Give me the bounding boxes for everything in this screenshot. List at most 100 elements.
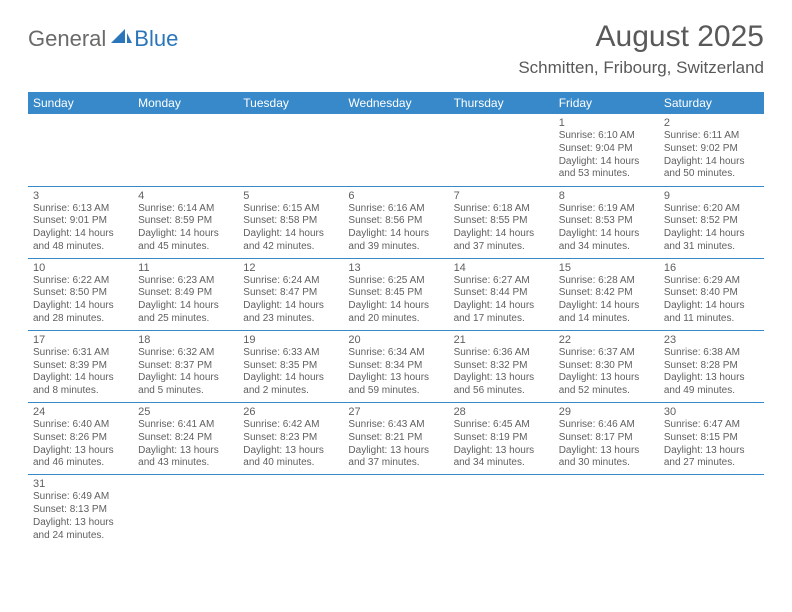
calendar-day-cell: 8Sunrise: 6:19 AMSunset: 8:53 PMDaylight… — [554, 186, 659, 258]
day-info: Sunrise: 6:37 AMSunset: 8:30 PMDaylight:… — [559, 347, 654, 398]
weekday-header: Saturday — [659, 92, 764, 114]
calendar-day-cell: 21Sunrise: 6:36 AMSunset: 8:32 PMDayligh… — [449, 330, 554, 402]
day-info: Sunrise: 6:47 AMSunset: 8:15 PMDaylight:… — [664, 419, 759, 470]
calendar-day-cell: 22Sunrise: 6:37 AMSunset: 8:30 PMDayligh… — [554, 330, 659, 402]
calendar-day-cell — [343, 114, 448, 186]
logo-sail-icon — [110, 28, 132, 51]
day-info: Sunrise: 6:20 AMSunset: 8:52 PMDaylight:… — [664, 203, 759, 254]
calendar-day-cell: 4Sunrise: 6:14 AMSunset: 8:59 PMDaylight… — [133, 186, 238, 258]
day-number: 17 — [33, 334, 128, 346]
day-info: Sunrise: 6:22 AMSunset: 8:50 PMDaylight:… — [33, 275, 128, 326]
day-info: Sunrise: 6:16 AMSunset: 8:56 PMDaylight:… — [348, 203, 443, 254]
day-number: 7 — [454, 190, 549, 202]
day-number: 30 — [664, 406, 759, 418]
calendar-day-cell: 31Sunrise: 6:49 AMSunset: 8:13 PMDayligh… — [28, 475, 133, 547]
day-number: 9 — [664, 190, 759, 202]
calendar-week-row: 24Sunrise: 6:40 AMSunset: 8:26 PMDayligh… — [28, 403, 764, 475]
day-info: Sunrise: 6:33 AMSunset: 8:35 PMDaylight:… — [243, 347, 338, 398]
weekday-header: Sunday — [28, 92, 133, 114]
day-number: 25 — [138, 406, 233, 418]
day-number: 20 — [348, 334, 443, 346]
day-info: Sunrise: 6:31 AMSunset: 8:39 PMDaylight:… — [33, 347, 128, 398]
header: General Blue August 2025 Schmitten, Frib… — [28, 20, 764, 78]
calendar-day-cell: 23Sunrise: 6:38 AMSunset: 8:28 PMDayligh… — [659, 330, 764, 402]
calendar-day-cell: 15Sunrise: 6:28 AMSunset: 8:42 PMDayligh… — [554, 258, 659, 330]
day-number: 16 — [664, 262, 759, 274]
day-number: 28 — [454, 406, 549, 418]
calendar-day-cell — [659, 475, 764, 547]
calendar-day-cell — [133, 114, 238, 186]
location: Schmitten, Fribourg, Switzerland — [518, 58, 764, 78]
calendar-day-cell — [554, 475, 659, 547]
calendar-day-cell: 18Sunrise: 6:32 AMSunset: 8:37 PMDayligh… — [133, 330, 238, 402]
day-info: Sunrise: 6:28 AMSunset: 8:42 PMDaylight:… — [559, 275, 654, 326]
day-number: 3 — [33, 190, 128, 202]
calendar-day-cell: 26Sunrise: 6:42 AMSunset: 8:23 PMDayligh… — [238, 403, 343, 475]
calendar-day-cell — [238, 114, 343, 186]
day-info: Sunrise: 6:11 AMSunset: 9:02 PMDaylight:… — [664, 130, 759, 181]
day-number: 13 — [348, 262, 443, 274]
weekday-header: Wednesday — [343, 92, 448, 114]
day-number: 14 — [454, 262, 549, 274]
calendar-day-cell: 25Sunrise: 6:41 AMSunset: 8:24 PMDayligh… — [133, 403, 238, 475]
day-number: 8 — [559, 190, 654, 202]
day-info: Sunrise: 6:45 AMSunset: 8:19 PMDaylight:… — [454, 419, 549, 470]
calendar-day-cell: 19Sunrise: 6:33 AMSunset: 8:35 PMDayligh… — [238, 330, 343, 402]
calendar-day-cell — [28, 114, 133, 186]
calendar-day-cell — [343, 475, 448, 547]
day-number: 23 — [664, 334, 759, 346]
day-number: 21 — [454, 334, 549, 346]
day-number: 12 — [243, 262, 338, 274]
calendar-day-cell: 6Sunrise: 6:16 AMSunset: 8:56 PMDaylight… — [343, 186, 448, 258]
calendar-day-cell: 10Sunrise: 6:22 AMSunset: 8:50 PMDayligh… — [28, 258, 133, 330]
day-info: Sunrise: 6:23 AMSunset: 8:49 PMDaylight:… — [138, 275, 233, 326]
weekday-header: Tuesday — [238, 92, 343, 114]
calendar-day-cell: 11Sunrise: 6:23 AMSunset: 8:49 PMDayligh… — [133, 258, 238, 330]
day-info: Sunrise: 6:42 AMSunset: 8:23 PMDaylight:… — [243, 419, 338, 470]
calendar-day-cell: 7Sunrise: 6:18 AMSunset: 8:55 PMDaylight… — [449, 186, 554, 258]
calendar-day-cell — [449, 475, 554, 547]
day-number: 24 — [33, 406, 128, 418]
day-number: 22 — [559, 334, 654, 346]
day-number: 11 — [138, 262, 233, 274]
day-info: Sunrise: 6:14 AMSunset: 8:59 PMDaylight:… — [138, 203, 233, 254]
weekday-header: Monday — [133, 92, 238, 114]
calendar-day-cell — [133, 475, 238, 547]
day-number: 19 — [243, 334, 338, 346]
day-info: Sunrise: 6:18 AMSunset: 8:55 PMDaylight:… — [454, 203, 549, 254]
month-title: August 2025 — [518, 20, 764, 54]
day-info: Sunrise: 6:25 AMSunset: 8:45 PMDaylight:… — [348, 275, 443, 326]
calendar-day-cell: 12Sunrise: 6:24 AMSunset: 8:47 PMDayligh… — [238, 258, 343, 330]
logo-text-general: General — [28, 26, 106, 52]
day-number: 4 — [138, 190, 233, 202]
day-number: 6 — [348, 190, 443, 202]
calendar-day-cell: 3Sunrise: 6:13 AMSunset: 9:01 PMDaylight… — [28, 186, 133, 258]
day-number: 15 — [559, 262, 654, 274]
day-info: Sunrise: 6:46 AMSunset: 8:17 PMDaylight:… — [559, 419, 654, 470]
calendar-day-cell: 5Sunrise: 6:15 AMSunset: 8:58 PMDaylight… — [238, 186, 343, 258]
calendar-day-cell: 16Sunrise: 6:29 AMSunset: 8:40 PMDayligh… — [659, 258, 764, 330]
day-info: Sunrise: 6:38 AMSunset: 8:28 PMDaylight:… — [664, 347, 759, 398]
calendar-week-row: 10Sunrise: 6:22 AMSunset: 8:50 PMDayligh… — [28, 258, 764, 330]
day-info: Sunrise: 6:32 AMSunset: 8:37 PMDaylight:… — [138, 347, 233, 398]
calendar-day-cell: 2Sunrise: 6:11 AMSunset: 9:02 PMDaylight… — [659, 114, 764, 186]
calendar-day-cell: 13Sunrise: 6:25 AMSunset: 8:45 PMDayligh… — [343, 258, 448, 330]
calendar-day-cell: 9Sunrise: 6:20 AMSunset: 8:52 PMDaylight… — [659, 186, 764, 258]
day-info: Sunrise: 6:10 AMSunset: 9:04 PMDaylight:… — [559, 130, 654, 181]
day-info: Sunrise: 6:29 AMSunset: 8:40 PMDaylight:… — [664, 275, 759, 326]
day-number: 5 — [243, 190, 338, 202]
day-number: 1 — [559, 117, 654, 129]
title-block: August 2025 Schmitten, Fribourg, Switzer… — [518, 20, 764, 78]
calendar-day-cell: 28Sunrise: 6:45 AMSunset: 8:19 PMDayligh… — [449, 403, 554, 475]
logo: General Blue — [28, 26, 178, 52]
day-info: Sunrise: 6:41 AMSunset: 8:24 PMDaylight:… — [138, 419, 233, 470]
calendar-week-row: 1Sunrise: 6:10 AMSunset: 9:04 PMDaylight… — [28, 114, 764, 186]
day-number: 29 — [559, 406, 654, 418]
logo-text-blue: Blue — [134, 26, 178, 52]
day-info: Sunrise: 6:36 AMSunset: 8:32 PMDaylight:… — [454, 347, 549, 398]
calendar-day-cell — [449, 114, 554, 186]
calendar-day-cell: 14Sunrise: 6:27 AMSunset: 8:44 PMDayligh… — [449, 258, 554, 330]
day-info: Sunrise: 6:15 AMSunset: 8:58 PMDaylight:… — [243, 203, 338, 254]
day-number: 10 — [33, 262, 128, 274]
calendar-day-cell: 30Sunrise: 6:47 AMSunset: 8:15 PMDayligh… — [659, 403, 764, 475]
